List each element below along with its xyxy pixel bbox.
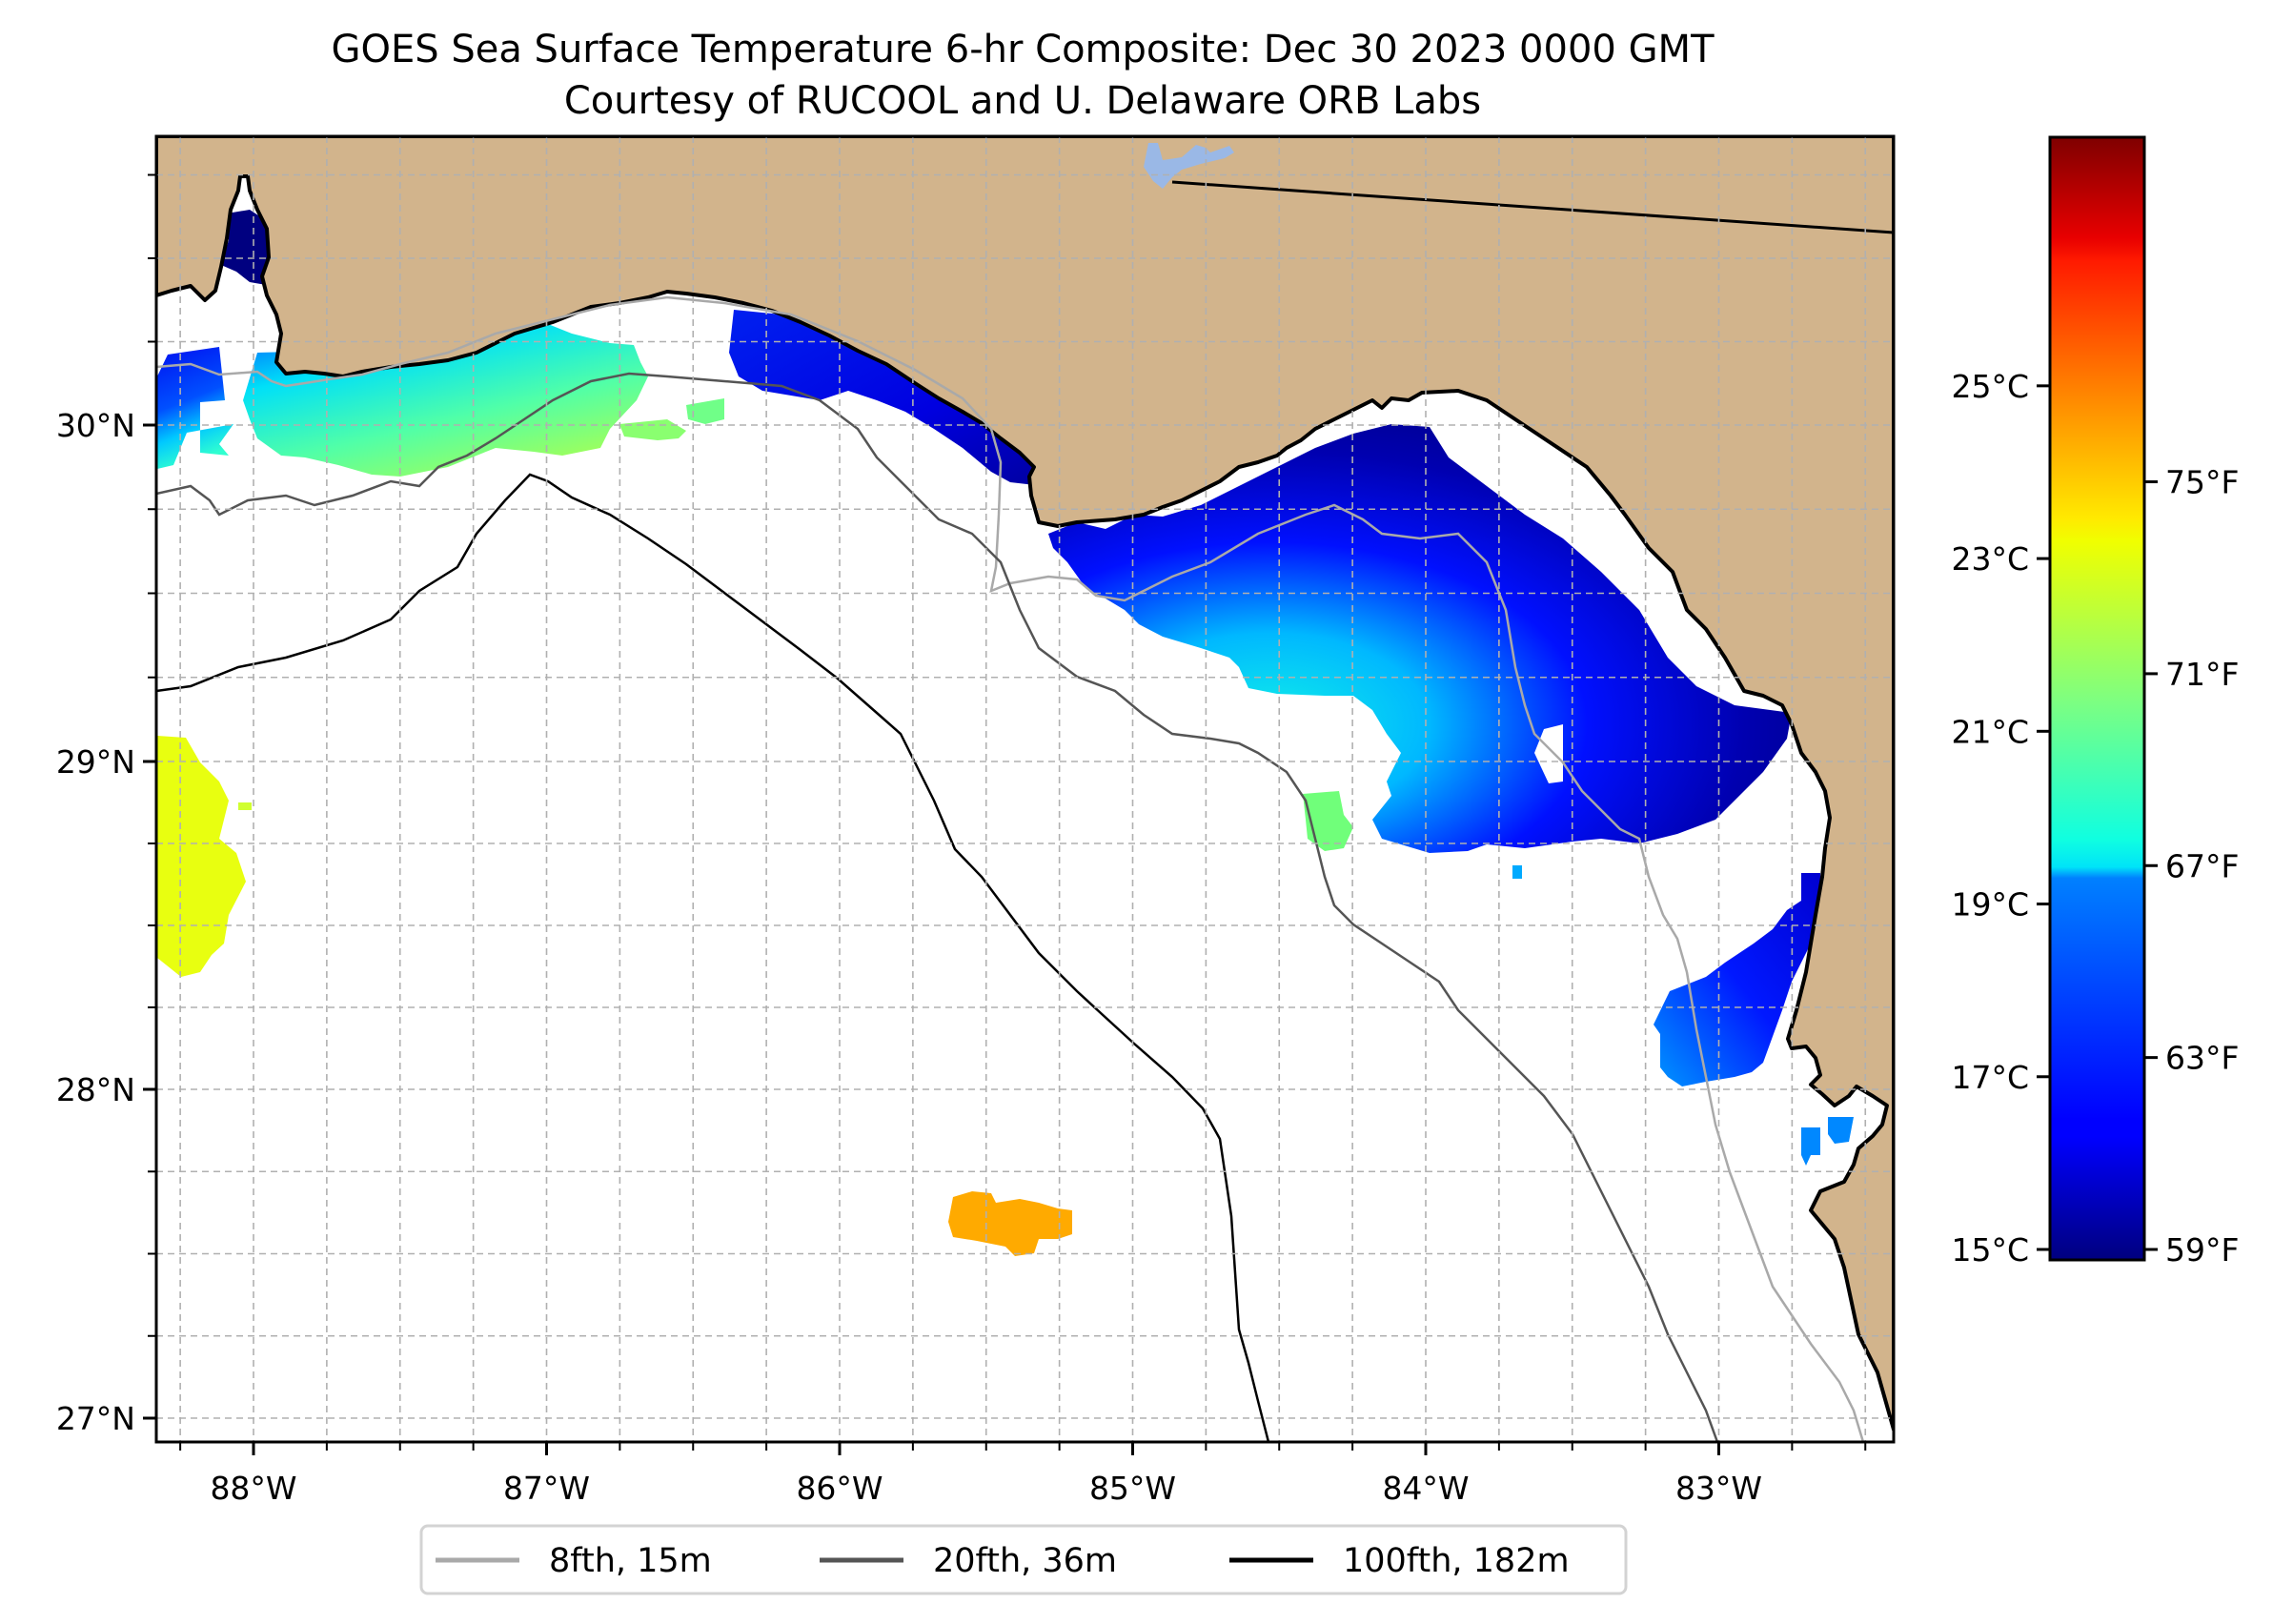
colorbar: 25°C 23°C 21°C 19°C 17°C 15°C 75°F 71°F 67°F 63°… (1951, 135, 2239, 1269)
y-tick-label: 30°N (56, 407, 135, 444)
sst-patch-alabama-shelf (157, 347, 233, 469)
state-boundary-line (1171, 180, 1894, 234)
sst-layer (157, 210, 1854, 1256)
y-axis: 30°N 29°N 28°N 27°N (56, 173, 156, 1437)
land-layer (156, 136, 1894, 1431)
sst-patch-offshore-warm (948, 1191, 1072, 1256)
sst-patch-panhandle (729, 310, 1044, 486)
sst-patch-big-bend-gap (1534, 724, 1563, 783)
contour-100fth-182m (156, 473, 1270, 1442)
land-mainland (156, 136, 1894, 1431)
lake-shape (1144, 143, 1234, 189)
colorbar-c-label: 15°C (1951, 1231, 2029, 1269)
contour-8fth-15m (156, 295, 1865, 1442)
sst-patch-speck (1512, 865, 1522, 879)
colorbar-f-label: 63°F (2165, 1040, 2239, 1077)
colorbar-celsius-axis: 25°C 23°C 21°C 19°C 17°C 15°C (1951, 368, 2050, 1269)
colorbar-fahrenheit-axis: 75°F 71°F 67°F 63°F 59°F (2144, 464, 2239, 1269)
contour-20fth-36m (156, 372, 1719, 1442)
sst-patch-desoto-green (619, 419, 686, 440)
x-tick-label: 84°W (1382, 1470, 1469, 1507)
colorbar-gradient (2048, 135, 2146, 1262)
sst-patch-tampa-offshore (1654, 873, 1820, 1086)
gridlines (156, 136, 1894, 1442)
sst-patch-green-small (686, 398, 724, 424)
legend-box (419, 1524, 1628, 1595)
colorbar-c-label: 23°C (1951, 540, 2029, 578)
colorbar-c-label: 21°C (1951, 713, 2029, 750)
colorbar-c-label: 19°C (1951, 886, 2029, 924)
x-axis: 88°W 87°W 86°W 85°W 84°W 83°W (179, 1442, 1867, 1507)
chart-title: GOES Sea Surface Temperature 6-hr Compos… (331, 28, 1715, 71)
colorbar-f-label: 67°F (2165, 847, 2239, 884)
legend-label-100fth: 100fth, 182m (1343, 1542, 1570, 1580)
x-tick-label: 86°W (796, 1470, 883, 1507)
y-tick-label: 29°N (56, 743, 135, 781)
sst-patch-big-bend (1048, 424, 1792, 853)
x-tick-label: 87°W (503, 1470, 590, 1507)
y-tick-label: 27°N (56, 1400, 135, 1437)
colorbar-c-label: 25°C (1951, 368, 2029, 405)
chart-subtitle: Courtesy of RUCOOL and U. Delaware ORB L… (564, 79, 1481, 123)
colorbar-f-label: 59°F (2165, 1231, 2239, 1269)
colorbar-f-label: 71°F (2165, 656, 2239, 693)
y-tick-label: 28°N (56, 1071, 135, 1108)
x-tick-label: 83°W (1675, 1470, 1762, 1507)
colorbar-c-label: 17°C (1951, 1059, 2029, 1096)
plot-frame (154, 134, 1896, 1444)
legend-label-8fth: 8fth, 15m (549, 1542, 712, 1580)
colorbar-f-label: 75°F (2165, 464, 2239, 501)
sst-patch-west-edge (157, 736, 246, 977)
legend: 8fth, 15m 20fth, 36m 100fth, 182m (419, 1524, 1628, 1595)
x-tick-label: 88°W (210, 1470, 296, 1507)
x-tick-label: 85°W (1089, 1470, 1176, 1507)
map-area (156, 136, 1894, 1442)
sst-patch-tampa-bay-mouth (1801, 1117, 1854, 1166)
legend-label-20fth: 20fth, 36m (933, 1542, 1117, 1580)
sst-patch-west-speck (238, 802, 252, 810)
